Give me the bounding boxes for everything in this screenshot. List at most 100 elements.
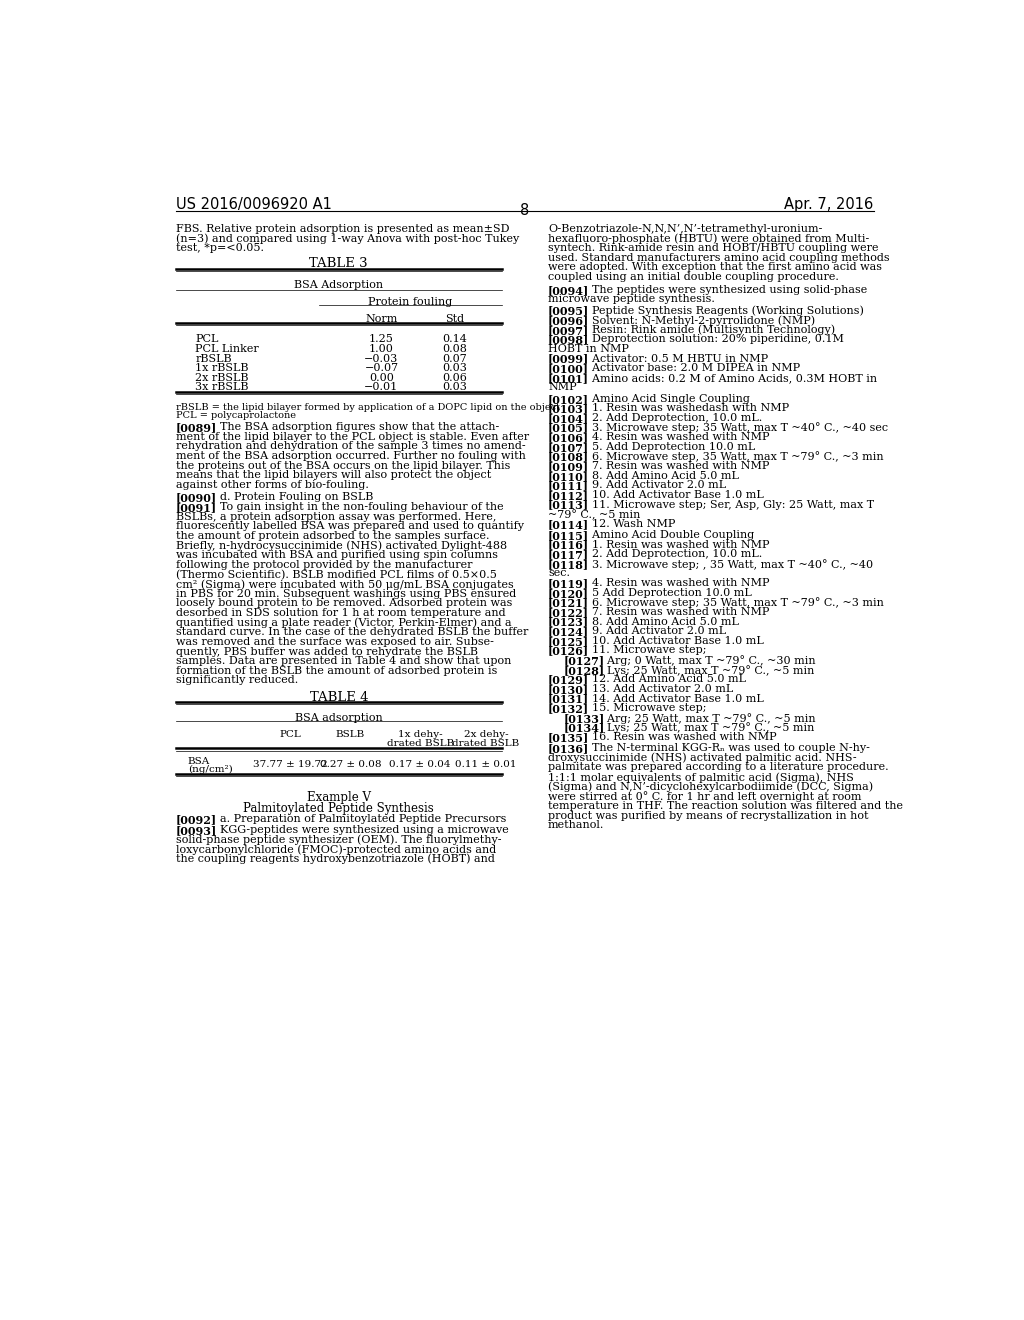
Text: 1x rBSLB: 1x rBSLB <box>196 363 249 374</box>
Text: FBS. Relative protein adsorption is presented as mean±SD: FBS. Relative protein adsorption is pres… <box>176 224 510 234</box>
Text: [0089]: [0089] <box>176 422 217 433</box>
Text: fluorescently labelled BSA was prepared and used to quantify: fluorescently labelled BSA was prepared … <box>176 521 524 532</box>
Text: 3. Microwave step; 35 Watt, max T ~40° C., ~40 sec: 3. Microwave step; 35 Watt, max T ~40° C… <box>578 422 888 433</box>
Text: test, *p=<0.05.: test, *p=<0.05. <box>176 243 264 253</box>
Text: (ng/cm²): (ng/cm²) <box>187 764 232 774</box>
Text: [0103]: [0103] <box>548 404 589 414</box>
Text: [0134]: [0134] <box>563 722 605 734</box>
Text: the amount of protein adsorbed to the samples surface.: the amount of protein adsorbed to the sa… <box>176 531 489 541</box>
Text: [0125]: [0125] <box>548 636 589 647</box>
Text: [0114]: [0114] <box>548 519 589 529</box>
Text: [0119]: [0119] <box>548 578 589 589</box>
Text: [0132]: [0132] <box>548 704 589 714</box>
Text: 3x rBSLB: 3x rBSLB <box>196 383 249 392</box>
Text: used. Standard manufacturers amino acid coupling methods: used. Standard manufacturers amino acid … <box>548 252 890 263</box>
Text: standard curve. In the case of the dehydrated BSLB the buffer: standard curve. In the case of the dehyd… <box>176 627 528 638</box>
Text: BSLB: BSLB <box>336 730 365 739</box>
Text: 0.27 ± 0.08: 0.27 ± 0.08 <box>319 760 381 768</box>
Text: [0107]: [0107] <box>548 442 589 453</box>
Text: 1x dehy-: 1x dehy- <box>398 730 442 739</box>
Text: was incubated with BSA and purified using spin columns: was incubated with BSA and purified usin… <box>176 550 498 560</box>
Text: drated BSLB: drated BSLB <box>386 739 454 747</box>
Text: Lys; 25 Watt, max T ~79° C., ~5 min: Lys; 25 Watt, max T ~79° C., ~5 min <box>593 722 814 734</box>
Text: sec.: sec. <box>548 569 570 578</box>
Text: Amino Acid Double Coupling: Amino Acid Double Coupling <box>578 529 754 540</box>
Text: 12. Wash NMP: 12. Wash NMP <box>578 519 675 529</box>
Text: 4. Resin was washed with NMP: 4. Resin was washed with NMP <box>578 578 769 587</box>
Text: [0126]: [0126] <box>548 645 589 656</box>
Text: [0094]: [0094] <box>548 285 589 296</box>
Text: [0130]: [0130] <box>548 684 589 694</box>
Text: Lys; 25 Watt, max T ~79° C., ~5 min: Lys; 25 Watt, max T ~79° C., ~5 min <box>593 665 814 676</box>
Text: 0.06: 0.06 <box>442 372 468 383</box>
Text: 0.11 ± 0.01: 0.11 ± 0.01 <box>456 760 517 768</box>
Text: [0099]: [0099] <box>548 354 589 364</box>
Text: a. Preparation of Palmitoylated Peptide Precursors: a. Preparation of Palmitoylated Peptide … <box>206 814 506 825</box>
Text: [0095]: [0095] <box>548 305 589 317</box>
Text: [0124]: [0124] <box>548 626 589 638</box>
Text: BSA Adsorption: BSA Adsorption <box>294 280 383 290</box>
Text: means that the lipid bilayers will also protect the object: means that the lipid bilayers will also … <box>176 470 492 480</box>
Text: [0097]: [0097] <box>548 325 589 335</box>
Text: 4. Resin was washed with NMP: 4. Resin was washed with NMP <box>578 432 769 442</box>
Text: Deprotection solution: 20% piperidine, 0.1M: Deprotection solution: 20% piperidine, 0… <box>578 334 844 345</box>
Text: product was purified by means of recrystallization in hot: product was purified by means of recryst… <box>548 810 868 821</box>
Text: 1. Resin was washed with NMP: 1. Resin was washed with NMP <box>578 540 769 549</box>
Text: [0109]: [0109] <box>548 461 589 473</box>
Text: Arg; 25 Watt, max T ~79° C., ~5 min: Arg; 25 Watt, max T ~79° C., ~5 min <box>593 713 816 723</box>
Text: Activator: 0.5 M HBTU in NMP: Activator: 0.5 M HBTU in NMP <box>578 354 768 363</box>
Text: 2. Add Deprotection, 10.0 mL.: 2. Add Deprotection, 10.0 mL. <box>578 549 762 560</box>
Text: [0092]: [0092] <box>176 814 217 825</box>
Text: palmitate was prepared according to a literature procedure.: palmitate was prepared according to a li… <box>548 763 889 772</box>
Text: temperature in THF. The reaction solution was filtered and the: temperature in THF. The reaction solutio… <box>548 801 903 810</box>
Text: The N-terminal KGG-Rₙ was used to couple N-hy-: The N-terminal KGG-Rₙ was used to couple… <box>578 743 869 754</box>
Text: [0090]: [0090] <box>176 492 217 503</box>
Text: 10. Add Activator Base 1.0 mL: 10. Add Activator Base 1.0 mL <box>578 490 763 500</box>
Text: [0108]: [0108] <box>548 451 589 462</box>
Text: 1.00: 1.00 <box>369 345 394 354</box>
Text: significantly reduced.: significantly reduced. <box>176 676 298 685</box>
Text: KGG-peptides were synthesized using a microwave: KGG-peptides were synthesized using a mi… <box>206 825 508 834</box>
Text: 0.03: 0.03 <box>442 383 468 392</box>
Text: 0.14: 0.14 <box>442 334 468 345</box>
Text: [0118]: [0118] <box>548 558 589 570</box>
Text: BSLBs, a protein adsorption assay was performed. Here,: BSLBs, a protein adsorption assay was pe… <box>176 512 497 521</box>
Text: 7. Resin was washed with NMP: 7. Resin was washed with NMP <box>578 607 769 616</box>
Text: rBSLB: rBSLB <box>196 354 232 363</box>
Text: 9. Add Activator 2.0 mL: 9. Add Activator 2.0 mL <box>578 626 726 636</box>
Text: TABLE 4: TABLE 4 <box>309 692 368 705</box>
Text: [0110]: [0110] <box>548 471 589 482</box>
Text: [0133]: [0133] <box>563 713 605 723</box>
Text: quantified using a plate reader (Victor, Perkin-Elmer) and a: quantified using a plate reader (Victor,… <box>176 618 512 628</box>
Text: [0093]: [0093] <box>176 825 217 836</box>
Text: [0122]: [0122] <box>548 607 589 618</box>
Text: 2. Add Deprotection, 10.0 mL.: 2. Add Deprotection, 10.0 mL. <box>578 413 762 422</box>
Text: in PBS for 20 min. Subsequent washings using PBS ensured: in PBS for 20 min. Subsequent washings u… <box>176 589 516 599</box>
Text: [0100]: [0100] <box>548 363 589 375</box>
Text: d. Protein Fouling on BSLB: d. Protein Fouling on BSLB <box>206 492 373 502</box>
Text: 1.25: 1.25 <box>369 334 394 345</box>
Text: [0127]: [0127] <box>563 655 605 667</box>
Text: 37.77 ± 19.72: 37.77 ± 19.72 <box>253 760 328 768</box>
Text: syntech. Rink-amide resin and HOBT/HBTU coupling were: syntech. Rink-amide resin and HOBT/HBTU … <box>548 243 879 253</box>
Text: PCL: PCL <box>196 334 219 345</box>
Text: −0.01: −0.01 <box>365 383 398 392</box>
Text: rehydration and dehydration of the sample 3 times no amend-: rehydration and dehydration of the sampl… <box>176 441 525 451</box>
Text: Palmitoylated Peptide Synthesis: Palmitoylated Peptide Synthesis <box>244 803 434 816</box>
Text: microwave peptide synthesis.: microwave peptide synthesis. <box>548 294 715 305</box>
Text: 9. Add Activator 2.0 mL: 9. Add Activator 2.0 mL <box>578 480 726 490</box>
Text: [0115]: [0115] <box>548 529 589 541</box>
Text: 10. Add Activator Base 1.0 mL: 10. Add Activator Base 1.0 mL <box>578 636 763 645</box>
Text: Amino acids: 0.2 M of Amino Acids, 0.3M HOBT in: Amino acids: 0.2 M of Amino Acids, 0.3M … <box>578 372 877 383</box>
Text: were stirred at 0° C. for 1 hr and left overnight at room: were stirred at 0° C. for 1 hr and left … <box>548 792 861 803</box>
Text: [0098]: [0098] <box>548 334 589 346</box>
Text: hexafluoro-phosphate (HBTU) were obtained from Multi-: hexafluoro-phosphate (HBTU) were obtaine… <box>548 234 869 244</box>
Text: cm² (Sigma) were incubated with 50 μg/mL BSA conjugates: cm² (Sigma) were incubated with 50 μg/mL… <box>176 579 514 590</box>
Text: was removed and the surface was exposed to air. Subse-: was removed and the surface was exposed … <box>176 638 494 647</box>
Text: Apr. 7, 2016: Apr. 7, 2016 <box>784 197 873 213</box>
Text: Arg; 0 Watt, max T ~79° C., ~30 min: Arg; 0 Watt, max T ~79° C., ~30 min <box>593 655 816 665</box>
Text: 15. Microwave step;: 15. Microwave step; <box>578 704 706 713</box>
Text: 16. Resin was washed with NMP: 16. Resin was washed with NMP <box>578 733 776 742</box>
Text: coupled using an initial double coupling procedure.: coupled using an initial double coupling… <box>548 272 839 282</box>
Text: following the protocol provided by the manufacturer: following the protocol provided by the m… <box>176 560 472 570</box>
